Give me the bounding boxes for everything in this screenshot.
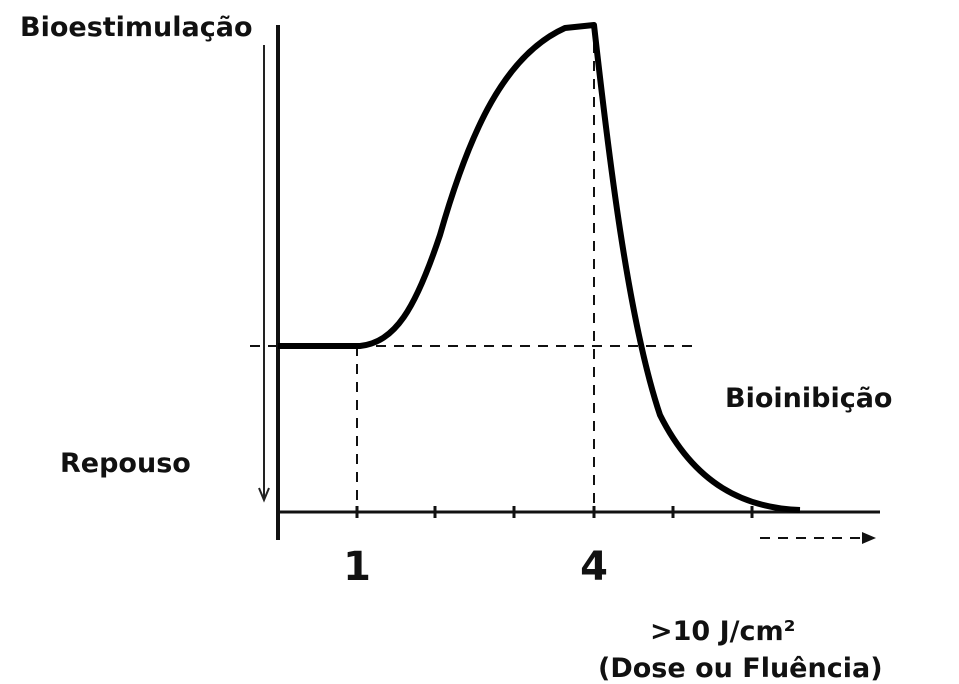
- axis-title: (Dose ou Fluência): [598, 653, 883, 684]
- tick-label: 4: [580, 544, 608, 590]
- y-arrow-head: [258, 487, 270, 503]
- label-left: Repouso: [60, 448, 191, 479]
- label-right: Bioinibição: [725, 383, 892, 414]
- tick-label: 1: [343, 544, 371, 590]
- response-curve: [278, 22, 801, 513]
- x-arrow-head: [862, 532, 876, 544]
- unit-label: >10 J/cm²: [650, 616, 795, 647]
- label-top: Bioestimulação: [20, 12, 253, 43]
